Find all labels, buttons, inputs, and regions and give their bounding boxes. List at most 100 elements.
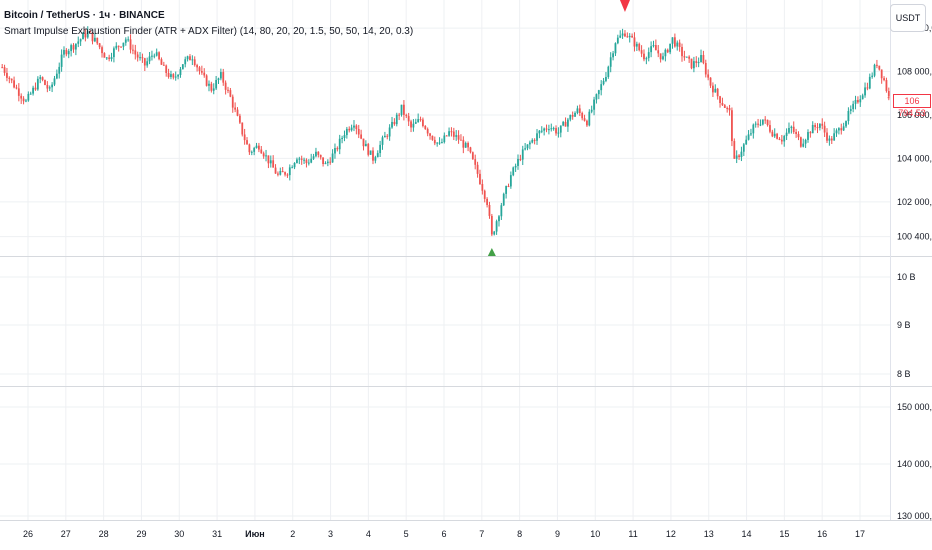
candle-body bbox=[540, 130, 543, 132]
candle-body bbox=[564, 121, 567, 127]
candle-body bbox=[179, 69, 182, 75]
candle-body bbox=[412, 123, 415, 128]
candle-body bbox=[536, 133, 538, 141]
candle-body bbox=[129, 39, 132, 50]
candle-body bbox=[113, 48, 115, 58]
time-axis-label: 26 bbox=[23, 529, 33, 539]
candle-body bbox=[445, 135, 448, 137]
candle-body bbox=[170, 74, 172, 77]
volume-axis-label: 10 B bbox=[897, 272, 916, 282]
candle-body bbox=[17, 88, 20, 96]
candle-body bbox=[208, 83, 210, 86]
candle-body bbox=[498, 216, 500, 222]
time-axis-label: 27 bbox=[61, 529, 71, 539]
candle-body bbox=[733, 141, 736, 159]
sell-signal-marker bbox=[619, 0, 630, 12]
candle-body bbox=[500, 205, 503, 217]
candle-body bbox=[41, 77, 44, 81]
candle-body bbox=[343, 135, 346, 138]
candle-body bbox=[441, 142, 443, 144]
candle-body bbox=[324, 163, 327, 165]
time-axis-label: 15 bbox=[779, 529, 789, 539]
candle-body bbox=[426, 129, 429, 134]
candle-body bbox=[422, 119, 424, 127]
candle-body bbox=[369, 150, 372, 155]
candle-body bbox=[861, 95, 864, 100]
candle-body bbox=[148, 56, 151, 62]
candle-body bbox=[826, 132, 828, 141]
candle-body bbox=[260, 149, 263, 154]
candle-body bbox=[666, 49, 669, 53]
candle-body bbox=[262, 153, 265, 157]
candle-body bbox=[788, 127, 790, 133]
candle-body bbox=[305, 159, 308, 164]
candle-body bbox=[53, 78, 56, 85]
symbol-title: Bitcoin / TetherUS · 1ч · BINANCE bbox=[4, 10, 165, 21]
time-axis-label: 7 bbox=[479, 529, 484, 539]
candle-body bbox=[605, 76, 607, 81]
candle-body bbox=[673, 37, 676, 47]
candle-body bbox=[127, 39, 130, 41]
candle-body bbox=[602, 80, 605, 85]
candle-body bbox=[700, 55, 702, 63]
candle-body bbox=[757, 123, 759, 125]
candle-body bbox=[821, 123, 824, 126]
candle-body bbox=[448, 131, 450, 136]
candle-body bbox=[526, 144, 529, 149]
candle-body bbox=[586, 120, 588, 126]
candle-body bbox=[533, 139, 536, 141]
candle-body bbox=[355, 125, 358, 129]
candle-body bbox=[277, 173, 279, 175]
candle-body bbox=[357, 128, 360, 135]
candle-body bbox=[628, 35, 631, 38]
candle-body bbox=[443, 135, 446, 143]
candle-body bbox=[457, 135, 460, 140]
time-axis-label: 30 bbox=[174, 529, 184, 539]
candle-body bbox=[799, 137, 802, 147]
candle-body bbox=[91, 32, 94, 42]
candle-body bbox=[191, 59, 194, 61]
candle-body bbox=[55, 73, 58, 79]
candle-body bbox=[136, 54, 139, 58]
last-price-label: 106 794,53 bbox=[893, 94, 931, 118]
candle-body bbox=[709, 77, 712, 86]
candle-body bbox=[761, 119, 764, 125]
candle-body bbox=[835, 130, 838, 134]
candle-body bbox=[89, 31, 92, 33]
candle-body bbox=[424, 126, 427, 130]
candle-body bbox=[386, 135, 389, 137]
candle-body bbox=[153, 55, 156, 57]
candle-body bbox=[524, 148, 527, 150]
candle-body bbox=[509, 175, 512, 187]
time-axis-label: 29 bbox=[136, 529, 146, 539]
candle-body bbox=[588, 111, 591, 126]
candle-body bbox=[857, 99, 859, 103]
time-axis-label: 13 bbox=[704, 529, 714, 539]
candle-body bbox=[704, 62, 707, 75]
candle-body bbox=[205, 75, 208, 86]
candle-body bbox=[652, 45, 655, 47]
candle-body bbox=[538, 130, 541, 134]
candle-body bbox=[25, 100, 27, 102]
currency-button[interactable]: USDT bbox=[890, 4, 926, 32]
candle-body bbox=[621, 33, 624, 36]
candle-body bbox=[212, 88, 215, 91]
candle-body bbox=[222, 72, 225, 83]
candle-body bbox=[864, 87, 866, 96]
candle-body bbox=[39, 77, 42, 79]
candle-body bbox=[15, 87, 18, 89]
candle-body bbox=[177, 74, 179, 77]
candle-body bbox=[172, 74, 175, 78]
time-axis-label: 8 bbox=[517, 529, 522, 539]
time-axis-label: 5 bbox=[404, 529, 409, 539]
candle-body bbox=[402, 104, 405, 115]
candle-body bbox=[735, 155, 738, 159]
candle-body bbox=[269, 160, 272, 164]
candle-body bbox=[528, 142, 531, 145]
candle-body bbox=[847, 110, 850, 122]
candle-body bbox=[174, 76, 177, 78]
candle-body bbox=[336, 148, 339, 150]
candle-body bbox=[231, 96, 234, 108]
candle-body bbox=[664, 49, 667, 57]
